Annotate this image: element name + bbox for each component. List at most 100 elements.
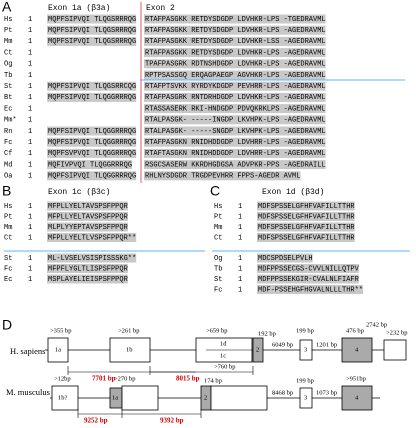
start: 1 [238, 265, 242, 273]
sequence: MDFSPSSELGFHFVAFILLTTHR [258, 234, 355, 242]
seq-shade [144, 25, 326, 35]
exon: 1d [220, 340, 227, 347]
seq-shade [144, 70, 326, 80]
seq-shade [144, 137, 326, 147]
sequence: MDFPPSSECGS-CVVLNILLQTPV [258, 265, 360, 273]
sequence: MQPFSIPVQI TLQGGRRRQG [48, 128, 136, 136]
start: 1 [238, 286, 242, 294]
start: 1 [28, 105, 32, 113]
start: 1 [28, 265, 32, 273]
size: 2742 bp [366, 321, 387, 328]
species: Fc [214, 286, 222, 294]
start: 1 [28, 27, 32, 35]
size: 1073 bp [316, 389, 337, 396]
species: Oa [4, 173, 12, 181]
sequence: MQPFSIPVQI TLQGSRRRQG [48, 16, 136, 24]
size: 174 bp [204, 377, 222, 384]
seq-shade [47, 148, 137, 158]
sequence: MDCSPDSELPVLH [258, 255, 313, 263]
seq-shade [47, 274, 128, 284]
seq-shade [257, 285, 363, 294]
species: Mm [214, 224, 222, 232]
seq-shade [257, 201, 355, 211]
seq-shade [144, 160, 326, 170]
size: >760 bp [214, 363, 236, 370]
sequence: RTALPASGK- -----INGDP LKVHPK-LPS -AGEDRA… [145, 117, 326, 125]
size: >261 bp [118, 327, 140, 334]
panel-label: A [2, 0, 12, 15]
seq-shade [144, 126, 326, 136]
sequence: RTAFPASGKK RETDYSDGDP LDVHKR-LPS -AGEDRA… [145, 49, 326, 57]
start: 1 [238, 213, 242, 221]
distance: 9392 bp [160, 417, 184, 425]
sequence: RTALPASGK- -----SNGDP LKVHPK-LPS -AGEDRA… [145, 128, 326, 136]
sequence: MQPFSIPVQI TLQGSRRRQG [48, 27, 136, 35]
species: Cf [4, 150, 12, 158]
sequence: RTAFPASGKN RNIDHDDGDP LDVHRR-LPS -AGEDRA… [145, 139, 326, 147]
species: Tb [4, 72, 12, 80]
seq-shade [257, 222, 355, 232]
seq-shade [144, 92, 326, 102]
species: Fc [4, 139, 12, 147]
start: 1 [238, 234, 242, 242]
start: 1 [28, 128, 32, 136]
sequence: RTAFPTSVKK RYRDYKDGDP PEVHRR-LPS -AGEDRA… [145, 83, 326, 91]
exon: 3 [304, 394, 307, 401]
seq-shade [257, 253, 313, 263]
species: Hs [214, 203, 222, 211]
exon: 4 [355, 394, 359, 401]
seq-shade [144, 48, 326, 58]
start: 1 [28, 224, 32, 232]
species-name: M. musculus [6, 387, 50, 397]
sequence: MDF-PSSEHGFHGVALNLLLTHR** [258, 286, 363, 294]
species: St [4, 83, 12, 91]
size: 199 bp [296, 377, 314, 384]
start: 1 [28, 161, 32, 169]
seq-shade [47, 92, 137, 102]
seq-shade [144, 81, 326, 91]
seq-shade [47, 81, 137, 91]
seq-shade [257, 233, 355, 242]
exon: 1a [55, 346, 61, 353]
seq-shade [47, 160, 132, 170]
exon: 1a [112, 394, 118, 401]
sequence: MFPFLYGLTLISPSFPPQR [48, 265, 129, 273]
start: 1 [28, 173, 32, 181]
seq-shade [144, 115, 326, 125]
sequence: MQPFSIPVQI TLQGGRRRQG [48, 139, 136, 147]
start: 1 [28, 61, 32, 69]
exon-header: Exon 1c (β3c) [48, 188, 110, 197]
species: Md [4, 161, 12, 169]
species: Og [4, 61, 12, 69]
species: Mm [4, 224, 12, 232]
exon-header: Exon 1d (β3d) [262, 188, 324, 197]
start: 1 [28, 38, 32, 46]
distance: 9252 bp [84, 417, 108, 425]
sequence: TPAFPASGRK RDTNSHDGDP LDVHKR-LPS -AGEDRA… [145, 61, 326, 69]
size: 8468 bp [272, 389, 293, 396]
seq-shade [144, 148, 326, 158]
sequence: MQPFSVPVQI TLQGGRRRQG [48, 150, 136, 158]
species: Ct [4, 49, 12, 57]
start: 1 [28, 72, 32, 80]
sequence: MQPFSIPVQI TLQGSRRRQG [48, 38, 136, 46]
human-gene: H. sapiens >355 bp 1a >261 bp 1b >659 bp… [10, 321, 408, 382]
sequence: MQPFSIPVQI TLQGGRRRQG [48, 94, 136, 102]
exon: 1b? [58, 394, 68, 401]
species: Rn [4, 128, 12, 136]
sequence: MFPLLYELTAVSPSFPPQR [48, 213, 129, 221]
start: 1 [28, 213, 32, 221]
species: Hs [4, 16, 12, 24]
seq-shade [47, 25, 137, 35]
seq-shade [144, 104, 326, 114]
distance: 8015 bp [176, 375, 200, 383]
seq-shade [144, 36, 326, 46]
species: St [214, 276, 222, 284]
exon: 1c [220, 352, 226, 359]
size: >12bp [54, 375, 71, 382]
start: 1 [238, 276, 242, 284]
start: 1 [238, 224, 242, 232]
size: 1201 bp [316, 341, 337, 348]
exon: 2 [256, 346, 259, 353]
size: >232 bp [386, 329, 408, 336]
